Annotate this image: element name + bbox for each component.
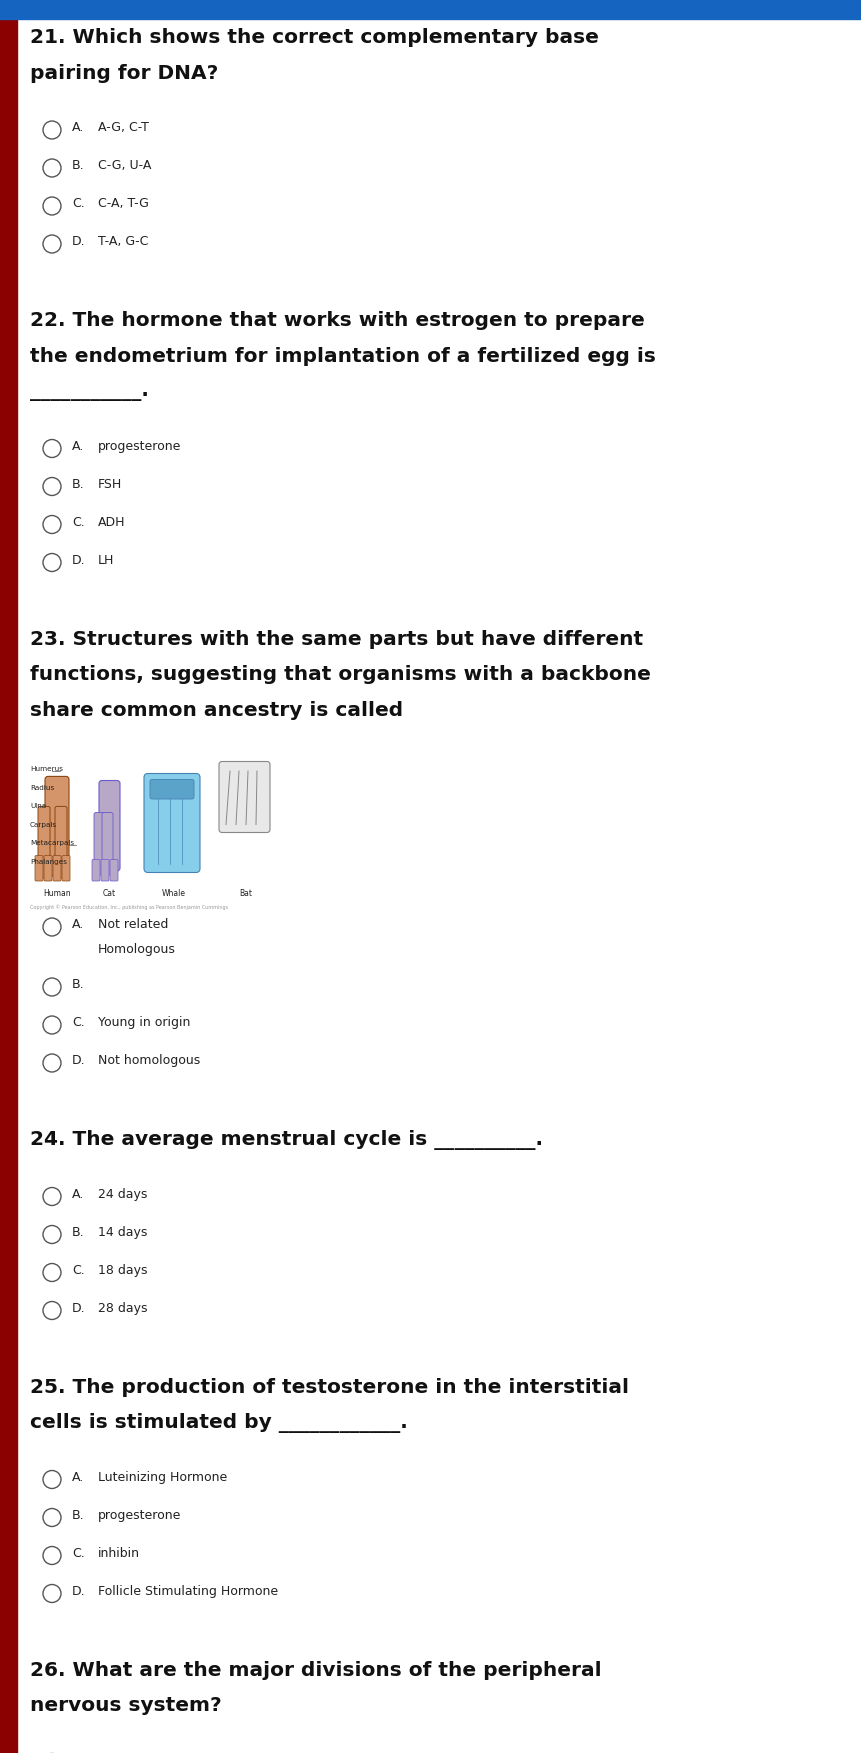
Text: 26. What are the major divisions of the peripheral: 26. What are the major divisions of the … (30, 1660, 602, 1679)
Text: 24 days: 24 days (98, 1187, 147, 1201)
Text: C.: C. (72, 1264, 84, 1276)
Text: nervous system?: nervous system? (30, 1695, 221, 1714)
Text: Luteinizing Hormone: Luteinizing Hormone (98, 1471, 227, 1483)
FancyBboxPatch shape (44, 855, 52, 882)
Text: B.: B. (72, 160, 84, 172)
FancyBboxPatch shape (99, 780, 120, 871)
FancyBboxPatch shape (102, 812, 113, 875)
Text: 23. Structures with the same parts but have different: 23. Structures with the same parts but h… (30, 629, 643, 649)
Text: C-A, T-G: C-A, T-G (98, 196, 149, 210)
FancyBboxPatch shape (92, 859, 100, 882)
Text: C.: C. (72, 196, 84, 210)
FancyBboxPatch shape (62, 855, 70, 882)
Text: 21. Which shows the correct complementary base: 21. Which shows the correct complementar… (30, 28, 599, 47)
Text: D.: D. (72, 1301, 85, 1315)
Text: progesterone: progesterone (98, 1509, 182, 1522)
Text: Whale: Whale (162, 889, 186, 898)
Text: functions, suggesting that organisms with a backbone: functions, suggesting that organisms wit… (30, 664, 651, 684)
Text: Copyright © Pearson Education, Inc., publishing as Pearson Benjamin Cummings: Copyright © Pearson Education, Inc., pub… (30, 905, 228, 910)
Bar (0, 0, 17, 1753)
FancyBboxPatch shape (219, 761, 270, 833)
FancyBboxPatch shape (110, 859, 118, 882)
Text: A.: A. (72, 1187, 84, 1201)
Text: the endometrium for implantation of a fertilized egg is: the endometrium for implantation of a fe… (30, 347, 656, 365)
Text: Humerus: Humerus (30, 766, 63, 771)
Text: B.: B. (72, 978, 84, 990)
Text: ADH: ADH (98, 515, 126, 528)
Text: 22. The hormone that works with estrogen to prepare: 22. The hormone that works with estrogen… (30, 310, 645, 330)
Text: B.: B. (72, 1509, 84, 1522)
Text: Homologous: Homologous (98, 943, 176, 955)
Text: B.: B. (72, 477, 84, 491)
Text: Not homologous: Not homologous (98, 1054, 201, 1068)
Text: 18 days: 18 days (98, 1264, 147, 1276)
Text: Bat: Bat (239, 889, 252, 898)
Text: 24. The average menstrual cycle is __________.: 24. The average menstrual cycle is _____… (30, 1131, 543, 1150)
Text: inhibin: inhibin (98, 1546, 140, 1560)
FancyBboxPatch shape (94, 812, 105, 875)
Text: Not related: Not related (98, 919, 169, 931)
Text: A.: A. (72, 919, 84, 931)
Text: A-G, C-T: A-G, C-T (98, 121, 149, 133)
FancyBboxPatch shape (35, 855, 43, 882)
Text: Young in origin: Young in origin (98, 1017, 190, 1029)
Text: C.: C. (72, 515, 84, 528)
Text: 28 days: 28 days (98, 1301, 147, 1315)
Text: ___________.: ___________. (30, 382, 149, 401)
Text: 14 days: 14 days (98, 1225, 147, 1239)
Text: B.: B. (72, 1225, 84, 1239)
Text: Phalanges: Phalanges (30, 859, 67, 864)
FancyBboxPatch shape (45, 777, 69, 876)
Text: C.: C. (72, 1017, 84, 1029)
Text: Cat: Cat (102, 889, 115, 898)
Text: LH: LH (98, 554, 115, 566)
Text: T-A, G-C: T-A, G-C (98, 235, 148, 247)
Text: D.: D. (72, 1054, 85, 1068)
Bar (0, 0, 861, 19)
FancyBboxPatch shape (55, 806, 67, 878)
Text: D.: D. (72, 554, 85, 566)
Text: A.: A. (72, 121, 84, 133)
FancyBboxPatch shape (150, 780, 194, 799)
Text: A.: A. (72, 440, 84, 452)
Text: C.: C. (72, 1546, 84, 1560)
Text: progesterone: progesterone (98, 440, 182, 452)
Text: pairing for DNA?: pairing for DNA? (30, 63, 218, 82)
Text: Metacarpals: Metacarpals (30, 840, 74, 847)
Text: Carpals: Carpals (30, 822, 57, 827)
Text: cells is stimulated by ____________.: cells is stimulated by ____________. (30, 1413, 408, 1432)
Text: D.: D. (72, 235, 85, 247)
Text: 25. The production of testosterone in the interstitial: 25. The production of testosterone in th… (30, 1378, 629, 1397)
Text: Ulna: Ulna (30, 803, 46, 808)
Text: A.: A. (72, 1471, 84, 1483)
Text: D.: D. (72, 1585, 85, 1597)
FancyBboxPatch shape (101, 859, 109, 882)
FancyBboxPatch shape (53, 855, 61, 882)
FancyBboxPatch shape (144, 773, 200, 873)
Text: Radius: Radius (30, 785, 54, 791)
FancyBboxPatch shape (38, 806, 50, 878)
Text: share common ancestry is called: share common ancestry is called (30, 701, 403, 719)
Text: Human: Human (43, 889, 71, 898)
Text: Follicle Stimulating Hormone: Follicle Stimulating Hormone (98, 1585, 278, 1597)
Text: C-G, U-A: C-G, U-A (98, 160, 152, 172)
Text: FSH: FSH (98, 477, 122, 491)
